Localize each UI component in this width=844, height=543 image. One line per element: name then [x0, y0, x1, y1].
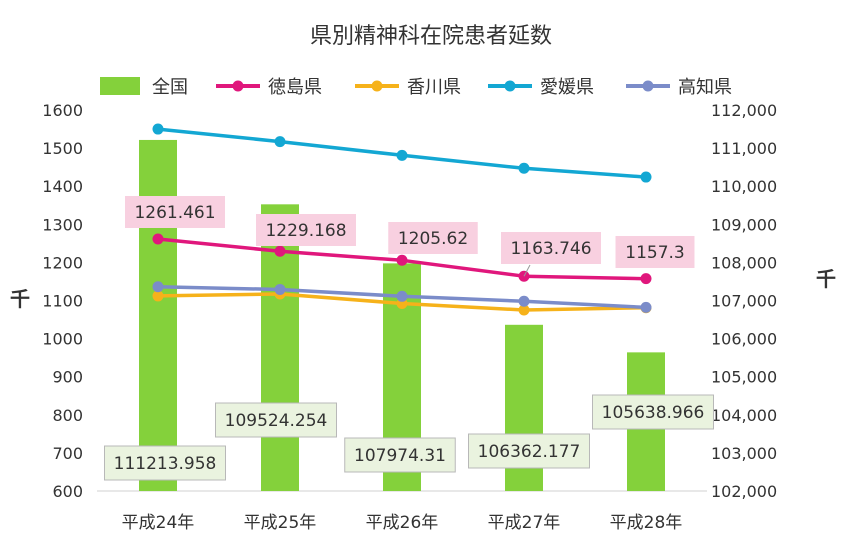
- left-tick-label: 1500: [42, 139, 83, 158]
- data-label-box: [104, 445, 226, 481]
- legend: 全国 徳島県 香川県 愛媛県 高知県: [100, 77, 732, 98]
- data-label-box: [592, 394, 714, 430]
- right-axis: 102,000 103,000 104,000 105,000 106,000 107,0…: [711, 101, 777, 501]
- series-point: [396, 254, 408, 266]
- left-tick-label: 1400: [42, 177, 83, 196]
- data-label-box: [344, 437, 456, 473]
- left-axis: 600 700 800 900 1000 1100 1200 1300 1400 1500 1600: [42, 101, 83, 501]
- data-label: 109524.254: [225, 411, 328, 431]
- right-tick-label: 103,000: [711, 444, 777, 463]
- data-label: 106362.177: [478, 442, 581, 462]
- legend-marker: [504, 80, 516, 92]
- right-tick-label: 112,000: [711, 101, 777, 120]
- series-point: [640, 301, 652, 313]
- series-point: [518, 295, 530, 307]
- right-tick-label: 106,000: [711, 330, 777, 349]
- data-label-box: [501, 232, 601, 264]
- x-tick-label: 平成26年: [366, 513, 439, 533]
- label-leader-line: [523, 264, 531, 277]
- series-point: [274, 245, 286, 257]
- line-series: [152, 123, 652, 316]
- right-tick-label: 104,000: [711, 406, 777, 425]
- right-tick-label: 109,000: [711, 215, 777, 234]
- right-tick-label: 108,000: [711, 253, 777, 272]
- legend-label: 高知県: [678, 77, 732, 98]
- data-label: 1157.3: [625, 243, 684, 263]
- data-label: 1261.461: [134, 203, 215, 223]
- right-tick-label: 107,000: [711, 292, 777, 311]
- legend-marker: [642, 80, 654, 92]
- series-point: [640, 171, 652, 183]
- x-axis: 平成24年 平成25年 平成26年 平成27年 平成28年: [122, 513, 683, 533]
- x-tick-label: 平成27年: [488, 513, 561, 533]
- x-tick-label: 平成28年: [610, 513, 683, 533]
- right-tick-label: 110,000: [711, 177, 777, 196]
- x-tick-label: 平成24年: [122, 513, 195, 533]
- series-point: [152, 233, 164, 245]
- left-tick-label: 1200: [42, 253, 83, 272]
- legend-marker: [232, 80, 244, 92]
- left-tick-label: 900: [52, 368, 83, 387]
- series-point: [152, 290, 164, 302]
- legend-swatch: [100, 77, 140, 95]
- series-point: [152, 123, 164, 135]
- series-point: [640, 273, 652, 285]
- data-label: 105638.966: [602, 403, 705, 423]
- data-label-box: [215, 402, 337, 438]
- series-point: [518, 162, 530, 174]
- legend-label: 全国: [152, 77, 188, 98]
- data-label: 111213.958: [114, 454, 217, 474]
- data-label-box: [125, 196, 225, 228]
- legend-label: 香川県: [407, 77, 461, 98]
- left-tick-label: 800: [52, 406, 83, 425]
- left-tick-label: 1600: [42, 101, 83, 120]
- left-tick-label: 700: [52, 444, 83, 463]
- data-label-box: [256, 214, 356, 246]
- series-point: [396, 149, 408, 161]
- data-label-box: [615, 236, 695, 268]
- right-tick-label: 111,000: [711, 139, 777, 158]
- chart-title: 県別精神科在院患者延数: [310, 24, 552, 49]
- data-label-box: [468, 433, 590, 469]
- left-tick-label: 1300: [42, 215, 83, 234]
- left-tick-label: 600: [52, 482, 83, 501]
- series-point: [274, 136, 286, 148]
- left-tick-label: 1100: [42, 292, 83, 311]
- right-axis-unit: 千: [816, 267, 836, 291]
- left-axis-unit: 千: [10, 287, 30, 311]
- x-tick-label: 平成25年: [244, 513, 317, 533]
- legend-label: 徳島県: [268, 77, 322, 98]
- data-label: 107974.31: [354, 446, 446, 466]
- bar: [139, 139, 177, 492]
- legend-marker: [371, 80, 383, 92]
- left-tick-label: 1000: [42, 330, 83, 349]
- legend-label: 愛媛県: [540, 77, 594, 98]
- series-point: [152, 281, 164, 293]
- data-label-box: [388, 222, 478, 254]
- right-tick-label: 105,000: [711, 368, 777, 387]
- right-tick-label: 102,000: [711, 482, 777, 501]
- series-point: [274, 283, 286, 295]
- data-label: 1163.746: [510, 239, 591, 259]
- data-labels: 1261.461 1229.168 1205.62 1163.746 1157.3 111…: [104, 196, 714, 481]
- data-label: 1229.168: [265, 221, 346, 241]
- series-point: [518, 304, 530, 316]
- series-point: [396, 290, 408, 302]
- data-label: 1205.62: [398, 229, 468, 249]
